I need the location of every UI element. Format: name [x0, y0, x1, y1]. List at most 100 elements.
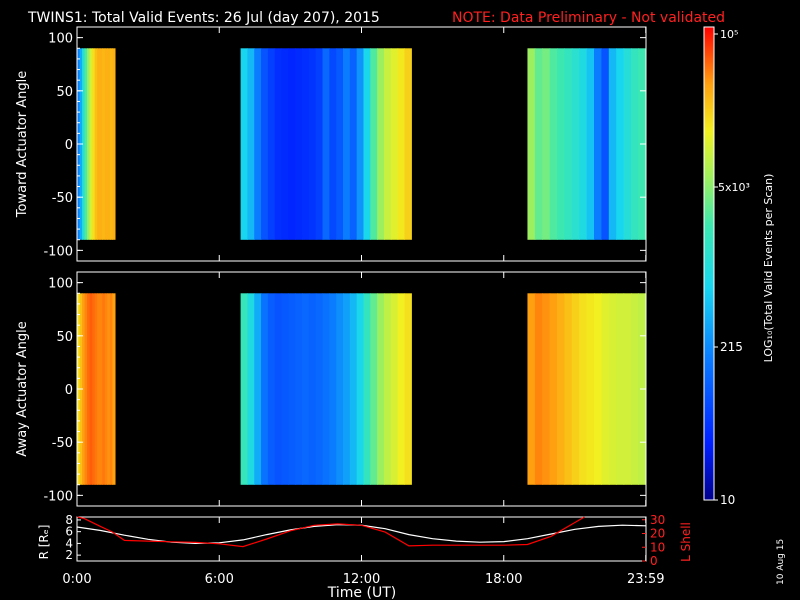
toward-ytick-label-2: 0 — [65, 138, 73, 153]
away-segment-0-column-13 — [109, 293, 114, 485]
orbit-right-tick-label-1: 20 — [650, 527, 665, 541]
away-segment-0-column-8 — [97, 293, 101, 485]
away-segment-2-column-14 — [630, 293, 639, 485]
away-segment-2-column-12 — [616, 293, 625, 485]
toward-segment-2-column-9 — [594, 48, 602, 240]
away-segment-2-column-13 — [623, 293, 632, 485]
away-segment-1-column-0 — [240, 293, 249, 485]
away-segment-1-column-10 — [308, 293, 317, 485]
toward-ytick-label-4: -100 — [43, 244, 73, 259]
toward-y-axis: 100 50 0 -50 -100 — [43, 32, 646, 259]
time-axis-label: Time (UT) — [327, 585, 396, 600]
toward-segment-1-column-15 — [343, 48, 351, 240]
away-segment-2-column-1 — [534, 293, 543, 485]
toward-segment-0-column-12 — [107, 48, 111, 240]
away-segment-1-column-6 — [281, 293, 289, 485]
away-segment-0-column-2 — [82, 293, 86, 485]
toward-segment-1-column-9 — [302, 48, 310, 240]
away-segment-0-column-9 — [99, 293, 103, 485]
colorbar-label-215: 215 — [720, 340, 743, 354]
time-tick-label-3: 18:00 — [485, 572, 522, 587]
away-segment-0-column-3 — [84, 293, 88, 485]
away-segment-1-column-11 — [315, 293, 324, 485]
toward-segment-1-column-23 — [397, 48, 406, 240]
away-segment-1-column-23 — [397, 293, 406, 485]
away-segment-1-column-3 — [261, 293, 269, 485]
orbit-lines — [76, 516, 647, 548]
away-segment-1-column-12 — [322, 293, 330, 485]
toward-ylabel: Toward Actuator Angle — [15, 71, 30, 218]
colorbar-title: LOG₁₀(Total Valid Events per Scan) — [762, 174, 775, 363]
colorbar-label-10: 10 — [720, 493, 735, 507]
toward-segment-1-column-3 — [261, 48, 269, 240]
toward-segment-1-column-22 — [390, 48, 399, 240]
toward-segment-0-column-4 — [87, 48, 91, 240]
toward-segment-0-column-13 — [109, 48, 114, 240]
away-segment-1-column-9 — [302, 293, 310, 485]
away-segment-1-column-4 — [267, 293, 276, 485]
toward-ytick-label-0: 100 — [48, 32, 73, 47]
toward-segment-1-column-20 — [377, 48, 385, 240]
away-segment-1-column-1 — [247, 293, 255, 485]
preliminary-note: NOTE: Data Preliminary - Not validated — [452, 10, 725, 26]
colorbar-label-top: 10⁵ — [720, 28, 738, 41]
away-ytick-label-4: -100 — [43, 489, 73, 504]
away-segment-0-column-10 — [102, 293, 106, 485]
time-tick-label-1: 6:00 — [205, 572, 234, 587]
chart-title: TWINS1: Total Valid Events: 26 Jul (day … — [27, 10, 380, 26]
away-segment-1-column-16 — [349, 293, 358, 485]
orbit-right-label: L Shell — [679, 522, 693, 562]
away-segment-0-column-12 — [107, 293, 111, 485]
away-segment-1-column-13 — [329, 293, 337, 485]
toward-segment-2-column-2 — [542, 48, 551, 240]
toward-segment-2-column-4 — [557, 48, 566, 240]
toward-segment-1-column-14 — [336, 48, 344, 240]
orbit-left-tick-label-3: 2 — [65, 548, 73, 562]
away-segment-1-column-19 — [370, 293, 378, 485]
toward-segment-2-column-0 — [527, 48, 536, 240]
colorbar-scale — [703, 26, 715, 501]
away-segment-2-column-5 — [564, 293, 573, 485]
toward-segment-0-column-9 — [99, 48, 103, 240]
toward-segment-1-column-8 — [295, 48, 303, 240]
toward-segment-2-column-13 — [623, 48, 632, 240]
away-segment-1-column-21 — [383, 293, 392, 485]
toward-segment-0-column-3 — [84, 48, 88, 240]
toward-segment-1-column-13 — [329, 48, 337, 240]
toward-segment-1-column-0 — [240, 48, 249, 240]
toward-segment-1-column-12 — [322, 48, 330, 240]
away-panel: 100 50 0 -50 -100 Away Actuator Angle — [15, 271, 647, 507]
lshell-line — [76, 516, 585, 548]
away-segment-0-column-7 — [94, 293, 98, 485]
time-tick-label-4: 23:59 — [627, 572, 664, 587]
away-segment-1-column-7 — [288, 293, 296, 485]
away-segment-1-column-8 — [295, 293, 303, 485]
away-segment-0-column-5 — [89, 293, 93, 485]
away-segment-2-column-2 — [542, 293, 551, 485]
toward-panel: 100 50 0 -50 -100 Toward Actuator Angle — [15, 26, 647, 262]
away-segment-2-column-3 — [549, 293, 558, 485]
away-ytick-label-0: 100 — [48, 277, 73, 292]
away-segment-1-column-17 — [356, 293, 365, 485]
toward-segment-1-column-6 — [281, 48, 289, 240]
away-segment-2-column-9 — [594, 293, 602, 485]
toward-segment-1-column-18 — [363, 48, 371, 240]
orbit-right-tick-label-2: 10 — [650, 540, 665, 554]
away-ylabel: Away Actuator Angle — [15, 321, 30, 456]
away-segment-0-column-4 — [87, 293, 91, 485]
toward-segment-2-column-14 — [630, 48, 639, 240]
away-segment-0-column-14 — [112, 293, 116, 485]
away-segment-0-column-6 — [92, 293, 96, 485]
toward-segment-1-column-7 — [288, 48, 296, 240]
away-segment-2-column-4 — [557, 293, 566, 485]
away-segment-2-column-11 — [608, 293, 617, 485]
orbit-left-tick-label-0: 8 — [65, 513, 73, 527]
date-stamp: 10 Aug 15 — [776, 539, 786, 585]
toward-segment-1-column-5 — [274, 48, 283, 240]
toward-segment-0-column-2 — [82, 48, 86, 240]
toward-segment-1-column-17 — [356, 48, 365, 240]
toward-segment-1-column-10 — [308, 48, 317, 240]
